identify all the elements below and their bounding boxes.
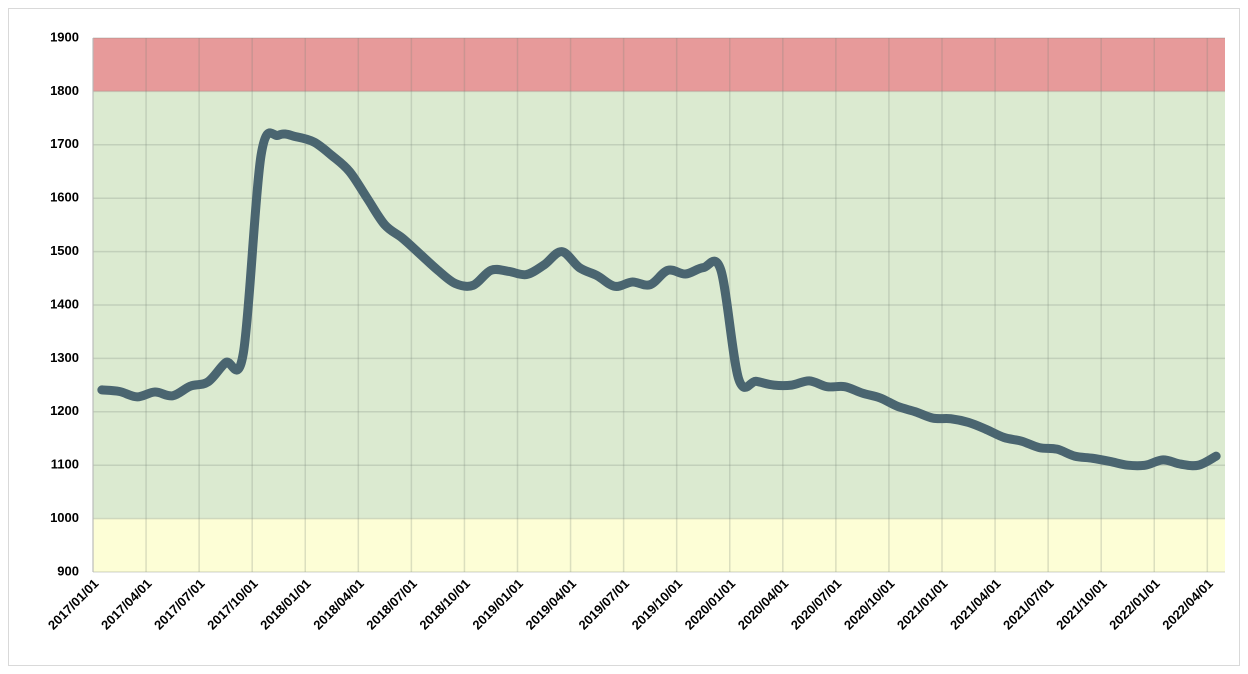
marks [97,128,1221,471]
y-tick-label: 1000 [50,510,79,525]
y-tick-label: 1800 [50,83,79,98]
band [93,518,1225,572]
y-tick-label: 1400 [50,296,79,311]
y-tick-label: 1300 [50,350,79,365]
y-tick-label: 1700 [50,136,79,151]
y-tick-label: 1100 [51,457,79,472]
y-tick-label: 1200 [50,403,79,418]
series-line [97,128,1221,471]
y-tick-label: 1500 [50,243,79,258]
y-tick-label: 900 [57,563,79,578]
y-tick-label: 1900 [50,29,79,44]
band [93,38,1225,92]
grid [92,37,1225,573]
y-tick-label: 1600 [50,190,79,205]
